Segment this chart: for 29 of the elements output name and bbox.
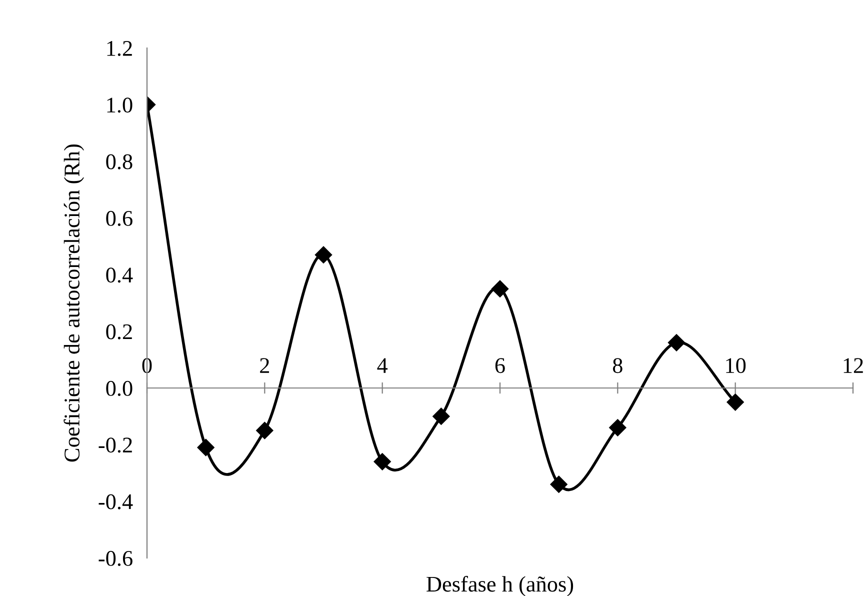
point <box>314 246 332 264</box>
y-tick-label: -0.6 <box>98 550 132 566</box>
point <box>491 280 509 298</box>
y-axis-title: Coeficiente de autocorrelación (Rh) <box>64 144 84 462</box>
y-tick-label: 0.8 <box>106 154 132 170</box>
point <box>550 476 568 493</box>
x-tick-label: 0 <box>142 358 152 374</box>
y-tick-label: 0.2 <box>106 324 132 340</box>
x-tick-label: 4 <box>377 358 388 373</box>
x-tick-label: 10 <box>726 358 746 374</box>
point <box>197 438 214 456</box>
point <box>256 422 274 440</box>
point <box>609 419 626 436</box>
x-tick-label: 6 <box>495 358 505 374</box>
y-tick-label: 1.2 <box>107 40 132 56</box>
y-tick-label: 0.6 <box>106 210 132 226</box>
x-tick-label: 12 <box>844 358 863 373</box>
point <box>668 334 686 352</box>
y-tick-label: -0.4 <box>98 494 133 510</box>
y-tick-label: 1.0 <box>107 98 132 113</box>
x-tick-label: 2 <box>260 358 269 373</box>
point <box>726 394 744 411</box>
y-tick-label: 0.4 <box>106 268 133 283</box>
point <box>374 453 391 470</box>
x-axis-title: Desfase h (años) <box>426 576 574 596</box>
x-tick-label: 8 <box>612 358 622 374</box>
point <box>432 408 450 425</box>
y-tick-label: 0.0 <box>106 380 132 396</box>
y-tick-label: -0.2 <box>98 438 132 453</box>
